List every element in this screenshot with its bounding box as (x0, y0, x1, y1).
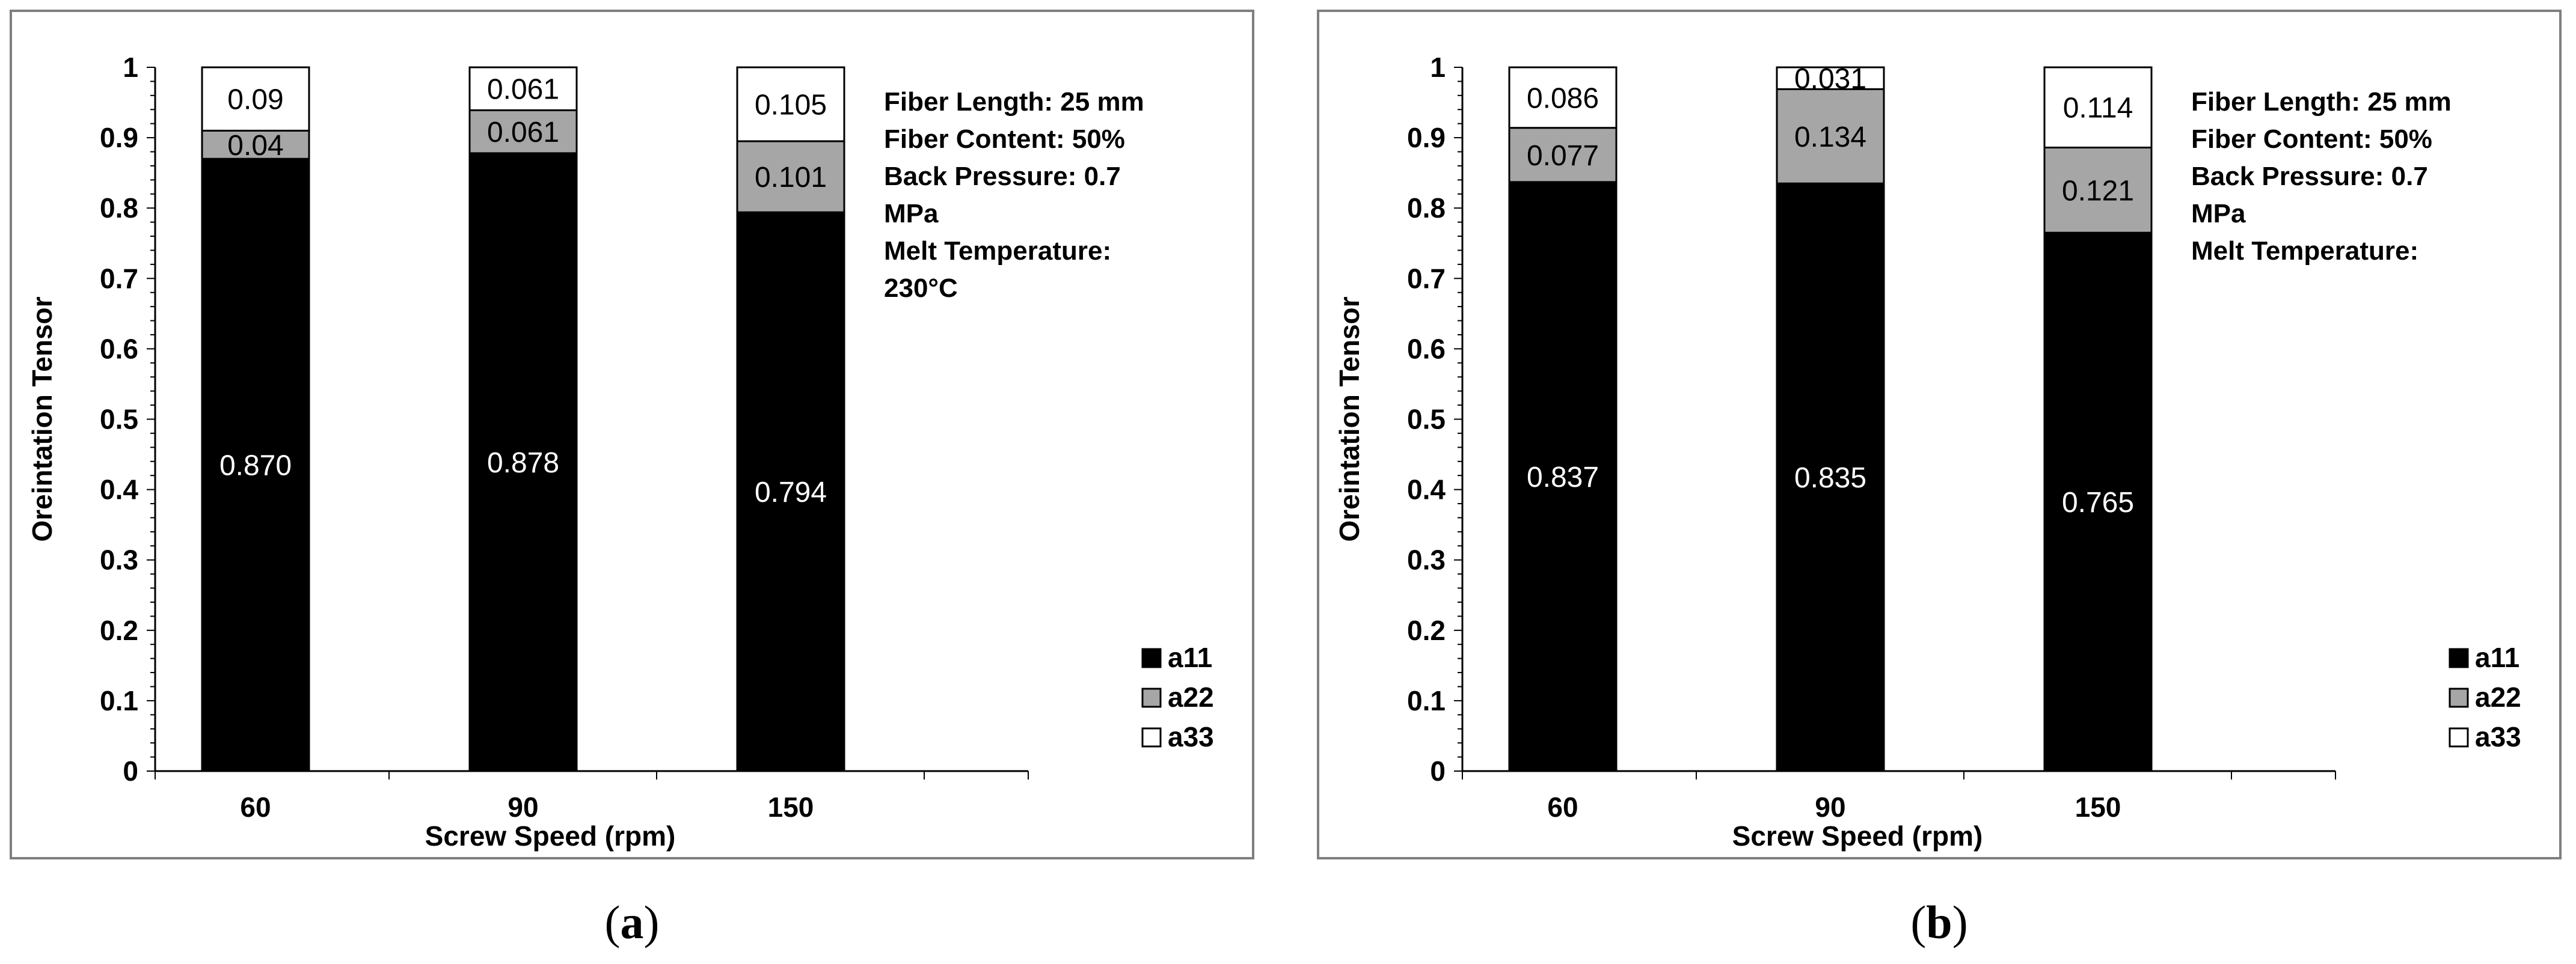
legend-swatch-a11 (2449, 648, 2469, 668)
y-axis-label: Oreintation Tensor (1334, 296, 1365, 541)
data-label-a22-60: 0.077 (1527, 140, 1599, 172)
x-tick-label: 60 (240, 792, 271, 823)
legend-swatch-a33 (2449, 727, 2469, 748)
legend-label-a22: a22 (1168, 682, 1214, 713)
bar-a22-90 (1776, 88, 1885, 185)
data-label-a22-60: 0.04 (227, 130, 283, 162)
annotation-line: Fiber Content: 50% (884, 124, 1125, 154)
bar-a11-150 (2043, 231, 2153, 772)
y-tick-label: 1 (123, 52, 138, 83)
data-label-a11-150: 0.794 (755, 477, 827, 508)
annotation-line: MPa (884, 199, 939, 228)
annotation-line: Back Pressure: 0.7 (884, 162, 1121, 191)
annotation-line: MPa (2191, 199, 2246, 228)
bar-a33-150 (2043, 66, 2153, 148)
annotation-line: Fiber Length: 25 mm (2191, 87, 2452, 117)
y-tick-label: 0.8 (1407, 192, 1446, 224)
data-label-a33-90: 0.031 (1794, 63, 1866, 95)
y-tick-label: 0.1 (100, 685, 138, 716)
stacked-bar-chart-a: 0 0.1 0.2 0.3 0.4 0.5 0.6 0.7 0.8 0.9 1 0.870 0.04 0.… (26, 52, 1214, 852)
y-tick-label: 0.3 (1407, 545, 1446, 576)
data-label-a22-90: 0.061 (487, 117, 559, 148)
bar-a11-60 (201, 157, 310, 772)
x-tick-label: 150 (768, 792, 814, 823)
legend-label-a33: a33 (1168, 721, 1214, 752)
x-axis-label: Screw Speed (rpm) (425, 820, 676, 852)
annotation-line: Back Pressure: 0.7 (2191, 162, 2428, 191)
caption-b: (b) (1910, 896, 1968, 948)
bar-a11-150 (736, 211, 845, 772)
legend-swatch-a33 (1141, 727, 1162, 748)
bar-a33-90 (468, 66, 578, 111)
annotation-line: 230°C (884, 273, 958, 303)
y-tick-label: 0.2 (100, 615, 138, 646)
bar-a33-60 (1508, 66, 1618, 129)
caption-a: (a) (604, 896, 660, 948)
x-tick-label: 90 (1815, 792, 1845, 823)
y-tick-label: 0.9 (1407, 122, 1446, 153)
legend-swatch-a22 (1141, 688, 1162, 708)
y-tick-label: 0.6 (1407, 333, 1446, 364)
legend-label-a33: a33 (2475, 721, 2521, 752)
annotation-line: Melt Temperature: (2191, 236, 2418, 266)
y-tick-label: 0.2 (1407, 615, 1446, 646)
legend-swatch-a11 (1141, 648, 1162, 668)
legend-label-a22: a22 (2475, 682, 2521, 713)
data-label-a11-150: 0.765 (2062, 487, 2134, 519)
chart-panel-a: 0 0.1 0.2 0.3 0.4 0.5 0.6 0.7 0.8 0.9 1 0.870 0.04 0.… (10, 10, 1254, 859)
bar-a33-60 (201, 66, 310, 132)
y-tick-label: 0.7 (100, 263, 138, 294)
data-label-a33-150: 0.105 (755, 89, 827, 121)
y-tick-label: 0.4 (1407, 474, 1446, 505)
annotation-line: Fiber Length: 25 mm (884, 87, 1144, 117)
y-axis-label: Oreintation Tensor (26, 296, 58, 541)
bar-a11-60 (1508, 181, 1618, 772)
legend-swatch-a22 (2449, 688, 2469, 708)
y-tick-label: 1 (1430, 52, 1446, 83)
y-tick-label: 0 (1430, 755, 1446, 787)
data-label-a11-60: 0.837 (1527, 462, 1599, 493)
bar-a11-90 (1776, 182, 1885, 772)
bar-a11-90 (468, 152, 578, 772)
x-tick-label: 150 (2075, 792, 2121, 823)
y-tick-label: 0.7 (1407, 263, 1446, 294)
data-label-a11-90: 0.878 (487, 447, 559, 479)
data-label-a22-150: 0.121 (2062, 175, 2134, 207)
x-tick-label: 90 (508, 792, 538, 823)
bar-a33-150 (736, 66, 845, 142)
bar-a22-150 (736, 140, 845, 213)
bar-a22-60 (201, 129, 310, 160)
data-label-a22-150: 0.101 (755, 162, 827, 194)
data-label-a33-60: 0.086 (1527, 82, 1599, 114)
annotation-line: Melt Temperature: (884, 236, 1111, 266)
y-tick-label: 0.5 (1407, 404, 1446, 435)
chart-panel-b: 0 0.1 0.2 0.3 0.4 0.5 0.6 0.7 0.8 0.9 1 0.837 0.077 0… (1317, 10, 2562, 859)
legend-label-a11: a11 (1168, 642, 1212, 673)
y-tick-label: 0.4 (100, 474, 138, 505)
y-tick-label: 0.1 (1407, 685, 1446, 716)
annotation-line: Fiber Content: 50% (2191, 124, 2432, 154)
stacked-bar-chart-b: 0 0.1 0.2 0.3 0.4 0.5 0.6 0.7 0.8 0.9 1 0.837 0.077 0… (1334, 52, 2521, 852)
y-tick-label: 0.9 (100, 122, 138, 153)
bar-a22-150 (2043, 146, 2153, 234)
x-tick-label: 60 (1547, 792, 1578, 823)
data-label-a33-90: 0.061 (487, 74, 559, 106)
data-label-a22-90: 0.134 (1794, 121, 1866, 153)
y-tick-label: 0 (123, 755, 138, 787)
bar-a33-90 (1776, 66, 1885, 90)
x-axis-label: Screw Speed (rpm) (1732, 820, 1983, 852)
y-tick-label: 0.8 (100, 192, 138, 224)
data-label-a33-150: 0.114 (2063, 93, 2133, 124)
y-tick-label: 0.5 (100, 404, 138, 435)
data-label-a11-60: 0.870 (219, 450, 292, 482)
y-tick-label: 0.6 (100, 333, 138, 364)
data-label-a33-60: 0.09 (227, 84, 283, 116)
y-tick-label: 0.3 (100, 545, 138, 576)
data-label-a11-90: 0.835 (1794, 462, 1866, 494)
legend-label-a11: a11 (2475, 642, 2519, 673)
